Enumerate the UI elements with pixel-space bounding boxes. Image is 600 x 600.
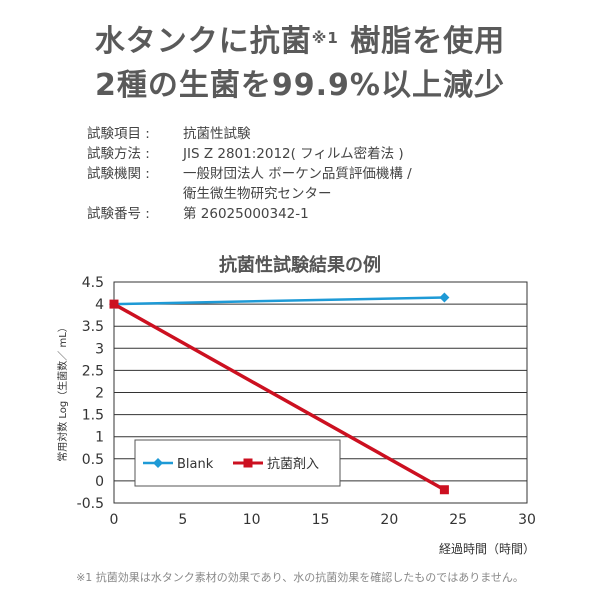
test-info-row: 試験項目 : 抗菌性試験 xyxy=(87,124,412,144)
test-info-value: 抗菌性試験 xyxy=(183,126,251,142)
footnote: ※1 抗菌効果は水タンク素材の効果であり、水の抗菌効果を確認したものではありませ… xyxy=(76,571,524,584)
test-info-row: 試験番号 : 第 26025000342-1 xyxy=(87,204,412,224)
legend-swatch-marker xyxy=(243,458,253,468)
plot-area xyxy=(113,281,528,504)
test-info-value: 一般財団法人 ボーケン品質評価機構 / xyxy=(183,166,412,182)
test-info-row: 試験方法 : JIS Z 2801:2012( フィルム密着法 ) xyxy=(87,144,412,164)
y-axis-label: 常用対数 Log（生菌数／ mL） xyxy=(56,322,69,462)
y-tick-label: 0 xyxy=(95,474,104,490)
x-tick-label: 0 xyxy=(110,512,119,528)
series-line xyxy=(113,296,445,306)
footnote-mark: ※1 xyxy=(311,29,339,47)
test-info-value: JIS Z 2801:2012( フィルム密着法 ) xyxy=(183,146,404,162)
y-tick-label: 3.5 xyxy=(82,319,104,335)
y-tick-label: -0.5 xyxy=(77,496,104,512)
legend-label: 抗菌剤入 xyxy=(267,456,319,472)
chart-title: 抗菌性試験結果の例 xyxy=(219,255,381,276)
test-info-row: 衛生微生物研究センター xyxy=(87,184,412,204)
test-info-value: 第 26025000342-1 xyxy=(183,206,309,222)
x-tick-label: 30 xyxy=(518,512,536,528)
series-line xyxy=(113,302,446,492)
y-tick-label: 4.5 xyxy=(82,275,104,291)
y-tick-label: 1 xyxy=(95,430,104,446)
test-info-key: 試験項目 : xyxy=(87,126,150,142)
x-tick-label: 5 xyxy=(178,512,187,528)
test-info-key: 試験番号 : xyxy=(87,206,150,222)
data-point xyxy=(109,299,119,309)
test-info-key: 試験機関 : xyxy=(87,166,150,182)
y-tick-label: 2.5 xyxy=(82,363,104,379)
x-axis-label: 経過時間（時間） xyxy=(439,542,535,556)
y-tick-label: 0.5 xyxy=(82,452,104,468)
headline-line-1-a: 水タンクに抗菌 xyxy=(94,24,312,59)
test-info-value: 衛生微生物研究センター xyxy=(183,186,332,202)
x-tick-label: 25 xyxy=(449,512,467,528)
x-tick-label: 20 xyxy=(380,512,398,528)
x-tick-label: 10 xyxy=(243,512,261,528)
y-tick-label: 1.5 xyxy=(82,408,104,424)
test-info: 試験項目 : 抗菌性試験 試験方法 : JIS Z 2801:2012( フィルム密… xyxy=(87,124,412,224)
data-point xyxy=(439,485,449,495)
headline-line-1-b: 樹脂を使用 xyxy=(338,24,506,59)
y-tick-label: 3 xyxy=(95,341,104,357)
data-point xyxy=(439,292,450,303)
y-tick-label: 4 xyxy=(95,297,104,313)
test-info-key: 試験方法 : xyxy=(87,146,150,162)
test-info-row: 試験機関 : 一般財団法人 ボーケン品質評価機構 / xyxy=(87,164,412,184)
legend-swatch-marker xyxy=(153,458,163,468)
legend-label: Blank xyxy=(177,457,214,472)
headline-line-1: 水タンクに抗菌※1 樹脂を使用 xyxy=(0,22,600,62)
x-tick-label: 15 xyxy=(312,512,330,528)
y-tick-label: 2 xyxy=(95,386,104,402)
headline-line-2: 2種の生菌を99.9%以上減少 xyxy=(95,68,505,103)
